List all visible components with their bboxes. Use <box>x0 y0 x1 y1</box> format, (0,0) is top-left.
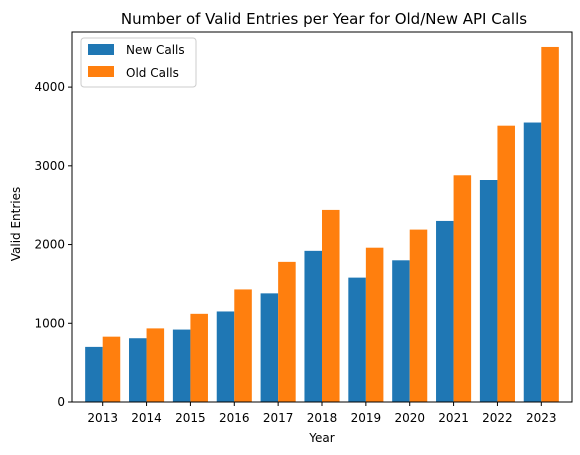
bar-new-calls-2023 <box>523 122 542 402</box>
bar-old-calls-2013 <box>102 336 121 402</box>
bar-old-calls-2019 <box>365 247 384 402</box>
legend-swatch-old-calls <box>88 66 114 77</box>
bar-new-calls-2014 <box>129 338 147 402</box>
bar-old-calls-2023 <box>541 46 559 403</box>
x-tick-label-2020: 2020 <box>394 411 425 425</box>
bar-old-calls-2021 <box>453 175 472 402</box>
bars-layer <box>85 46 559 403</box>
x-tick-label-2015: 2015 <box>175 411 206 425</box>
x-tick-label-2013: 2013 <box>87 411 118 425</box>
x-tick-label-2014: 2014 <box>131 411 162 425</box>
y-tick-label-4000: 4000 <box>34 80 65 94</box>
bar-new-calls-2019 <box>348 277 366 402</box>
bar-old-calls-2017 <box>278 261 296 402</box>
x-ticks: 2013 2014 2015 2016 2017 2018 2019 2020 2021 2022… <box>87 402 557 425</box>
bar-old-calls-2014 <box>146 328 165 402</box>
y-axis-label: Valid Entries <box>9 187 23 262</box>
y-tick-label-2000: 2000 <box>34 238 65 252</box>
legend-label-old-calls: Old Calls <box>126 66 179 80</box>
chart-title: Number of Valid Entries per Year for Old… <box>121 10 527 28</box>
bar-new-calls-2018 <box>304 250 322 402</box>
bar-old-calls-2015 <box>190 313 208 402</box>
x-tick-label-2018: 2018 <box>307 411 338 425</box>
bar-new-calls-2016 <box>216 311 235 402</box>
x-tick-label-2017: 2017 <box>263 411 294 425</box>
x-axis-label: Year <box>308 431 334 445</box>
bar-old-calls-2020 <box>409 229 428 402</box>
plot-frame <box>71 31 573 403</box>
x-tick-label-2023: 2023 <box>526 411 557 425</box>
bar-new-calls-2021 <box>436 220 454 402</box>
bar-old-calls-2018 <box>322 209 340 402</box>
bar-old-calls-2016 <box>234 289 252 402</box>
bar-new-calls-2013 <box>85 346 103 402</box>
legend: New Calls Old Calls <box>80 37 197 88</box>
y-ticks: 0 1000 2000 3000 4000 <box>34 80 72 409</box>
y-tick-label-0: 0 <box>57 395 65 409</box>
y-tick-label-1000: 1000 <box>34 316 65 330</box>
x-tick-label-2016: 2016 <box>219 411 250 425</box>
bar-new-calls-2020 <box>392 260 410 402</box>
bar-new-calls-2017 <box>260 293 279 402</box>
x-tick-label-2021: 2021 <box>438 411 469 425</box>
x-tick-label-2022: 2022 <box>482 411 513 425</box>
bar-new-calls-2022 <box>479 180 498 402</box>
legend-label-new-calls: New Calls <box>126 43 185 57</box>
legend-swatch-new-calls <box>88 44 114 55</box>
x-tick-label-2019: 2019 <box>351 411 382 425</box>
bar-new-calls-2015 <box>172 329 191 402</box>
bar-old-calls-2022 <box>497 125 515 403</box>
y-tick-label-3000: 3000 <box>34 159 65 173</box>
